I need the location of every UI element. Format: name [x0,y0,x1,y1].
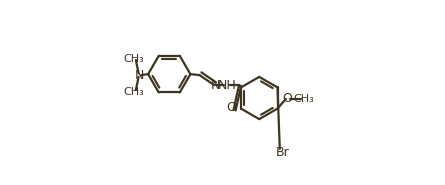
Text: CH₃: CH₃ [123,87,144,97]
Text: NH: NH [218,79,236,92]
Text: O: O [227,101,237,114]
Text: N: N [135,69,145,82]
Text: N: N [210,79,220,92]
Text: O: O [283,92,293,105]
Text: Br: Br [276,146,290,159]
Text: CH₃: CH₃ [294,94,315,104]
Text: CH₃: CH₃ [123,53,144,63]
